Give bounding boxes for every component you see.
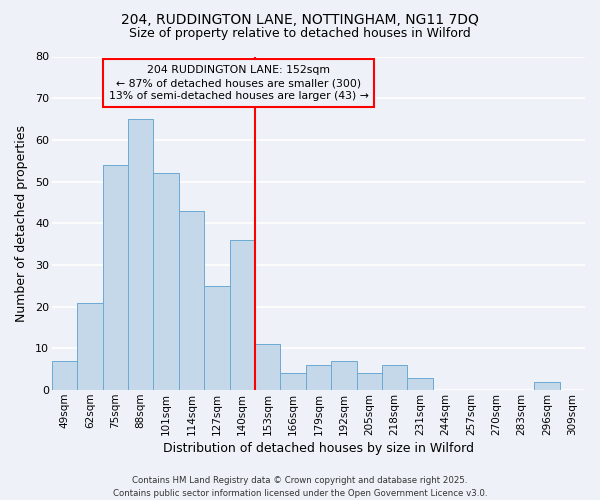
Bar (103, 165, 128, 390)
Bar (280, 374, 306, 390)
Bar (306, 365, 331, 390)
Bar (179, 211, 204, 390)
Bar (382, 365, 407, 390)
Text: 204 RUDDINGTON LANE: 152sqm
← 87% of detached houses are smaller (300)
13% of se: 204 RUDDINGTON LANE: 152sqm ← 87% of det… (109, 65, 368, 101)
Bar (230, 240, 255, 390)
Bar (407, 378, 433, 390)
Bar (128, 119, 154, 390)
Text: 204, RUDDINGTON LANE, NOTTINGHAM, NG11 7DQ: 204, RUDDINGTON LANE, NOTTINGHAM, NG11 7… (121, 12, 479, 26)
Bar (255, 344, 280, 390)
Bar (52, 361, 77, 390)
Bar (77, 302, 103, 390)
X-axis label: Distribution of detached houses by size in Wilford: Distribution of detached houses by size … (163, 442, 474, 455)
Bar (154, 174, 179, 390)
Bar (331, 361, 356, 390)
Bar (534, 382, 560, 390)
Y-axis label: Number of detached properties: Number of detached properties (15, 125, 28, 322)
Bar (204, 286, 230, 390)
Bar (356, 374, 382, 390)
Text: Contains HM Land Registry data © Crown copyright and database right 2025.
Contai: Contains HM Land Registry data © Crown c… (113, 476, 487, 498)
Text: Size of property relative to detached houses in Wilford: Size of property relative to detached ho… (129, 28, 471, 40)
